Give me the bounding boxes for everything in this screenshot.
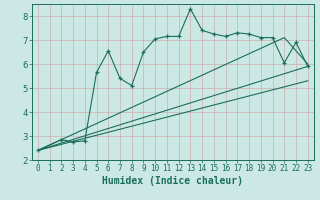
X-axis label: Humidex (Indice chaleur): Humidex (Indice chaleur) [102, 176, 243, 186]
